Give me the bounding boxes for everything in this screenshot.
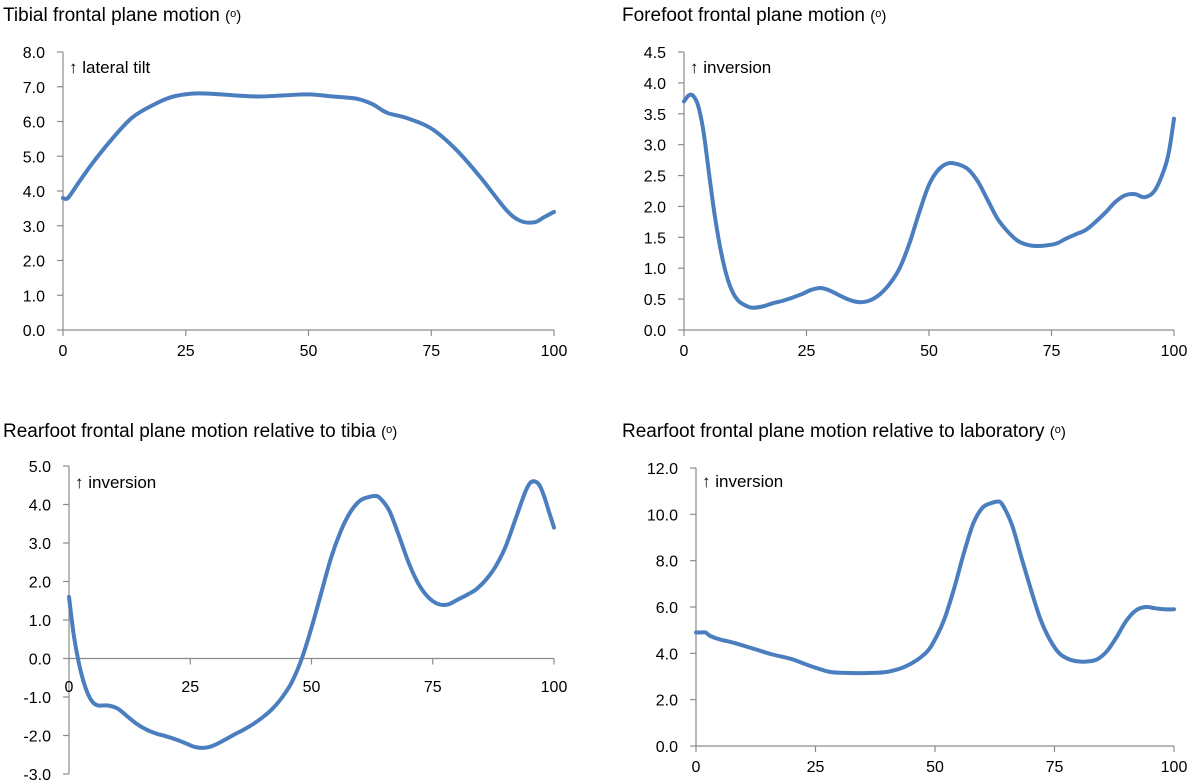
y-tick-label: 3.0 xyxy=(644,138,666,155)
x-tick-label: 100 xyxy=(1161,759,1188,776)
x-tick-label: 25 xyxy=(807,759,825,776)
y-tick-label: 3.0 xyxy=(29,536,51,553)
x-tick-label: 50 xyxy=(926,759,944,776)
series-line-1 xyxy=(67,479,556,750)
y-tick-label: 0.0 xyxy=(644,323,666,340)
y-tick-label: 6.0 xyxy=(23,115,45,132)
x-tick-label: 0 xyxy=(65,679,74,696)
x-tick-label: 75 xyxy=(422,343,440,360)
y-tick-label: 0.0 xyxy=(29,652,51,669)
y-tick-label: 8.0 xyxy=(23,45,45,62)
direction-annotation: ↑ inversion xyxy=(690,58,771,77)
chart-title-unit: (o) xyxy=(870,8,886,25)
chart-title: Rearfoot frontal plane motion relative t… xyxy=(3,421,397,442)
y-tick-label: 12.0 xyxy=(647,461,678,478)
x-tick-label: 100 xyxy=(1161,343,1188,360)
chart-panel-2: Forefoot frontal plane motion (o) 0.0 0.5 1… xyxy=(622,5,1187,360)
y-tick-label: 4.5 xyxy=(644,45,666,62)
chart-panel-3: Rearfoot frontal plane motion relative t… xyxy=(3,421,567,784)
x-tick-label: 0 xyxy=(59,343,68,360)
y-tick-label: 4.0 xyxy=(29,498,51,515)
y-tick-label: 4.0 xyxy=(656,646,678,663)
y-tick-label: 3.5 xyxy=(644,107,666,124)
y-tick-label: 2.0 xyxy=(644,199,666,216)
degree-mark: o xyxy=(230,8,236,20)
y-tick-label: 1.0 xyxy=(29,613,51,630)
y-tick-label: -1.0 xyxy=(23,690,51,707)
chart-panel-1: Tibial frontal plane motion (o) 0.0 1.0 2.0… xyxy=(3,5,567,360)
x-tick-label: 75 xyxy=(1046,759,1064,776)
y-tick-label: 2.0 xyxy=(23,254,45,271)
y-tick-label: 7.0 xyxy=(23,80,45,97)
y-tick-label: 4.0 xyxy=(644,76,666,93)
chart-panel-4: Rearfoot frontal plane motion relative t… xyxy=(622,421,1187,776)
x-tick-label: 25 xyxy=(798,343,816,360)
y-tick-label: 2.5 xyxy=(644,169,666,186)
y-tick-label: -3.0 xyxy=(23,767,51,784)
chart-title-unit: (o) xyxy=(1050,424,1066,441)
y-tick-label: 1.5 xyxy=(644,230,666,247)
x-tick-label: 0 xyxy=(680,343,689,360)
x-tick-label: 50 xyxy=(920,343,938,360)
chart-title-unit: (o) xyxy=(225,8,241,25)
direction-annotation: ↑ inversion xyxy=(75,473,156,492)
series-line-1 xyxy=(694,499,1176,676)
x-tick-label: 25 xyxy=(177,343,195,360)
degree-mark: o xyxy=(875,8,881,20)
series-line-1 xyxy=(61,91,556,225)
x-tick-label: 75 xyxy=(424,679,442,696)
x-tick-label: 100 xyxy=(541,343,568,360)
y-tick-label: 5.0 xyxy=(23,149,45,166)
chart-title: Rearfoot frontal plane motion relative t… xyxy=(622,421,1066,442)
x-tick-label: 50 xyxy=(300,343,318,360)
y-tick-label: -2.0 xyxy=(23,729,51,746)
y-tick-label: 8.0 xyxy=(656,554,678,571)
series-line-1 xyxy=(682,92,1176,310)
x-tick-label: 75 xyxy=(1043,343,1061,360)
y-tick-label: 5.0 xyxy=(29,459,51,476)
x-tick-label: 50 xyxy=(303,679,321,696)
y-tick-label: 2.0 xyxy=(29,575,51,592)
x-tick-label: 0 xyxy=(692,759,701,776)
y-tick-label: 3.0 xyxy=(23,219,45,236)
chart-title: Forefoot frontal plane motion (o) xyxy=(622,5,886,26)
degree-mark: o xyxy=(386,424,392,436)
degree-mark: o xyxy=(1055,424,1061,436)
direction-annotation: ↑ inversion xyxy=(702,472,783,491)
y-tick-label: 6.0 xyxy=(656,600,678,617)
y-tick-label: 4.0 xyxy=(23,184,45,201)
y-tick-label: 0.5 xyxy=(644,292,666,309)
y-tick-label: 1.0 xyxy=(644,261,666,278)
chart-title-unit: (o) xyxy=(381,424,397,441)
chart-title: Tibial frontal plane motion (o) xyxy=(3,5,241,26)
y-tick-label: 0.0 xyxy=(656,739,678,756)
direction-annotation: ↑ lateral tilt xyxy=(69,58,151,77)
x-tick-label: 25 xyxy=(181,679,199,696)
y-tick-label: 0.0 xyxy=(23,323,45,340)
y-tick-label: 2.0 xyxy=(656,693,678,710)
y-tick-label: 10.0 xyxy=(647,507,678,524)
x-tick-label: 100 xyxy=(541,679,568,696)
y-tick-label: 1.0 xyxy=(23,288,45,305)
